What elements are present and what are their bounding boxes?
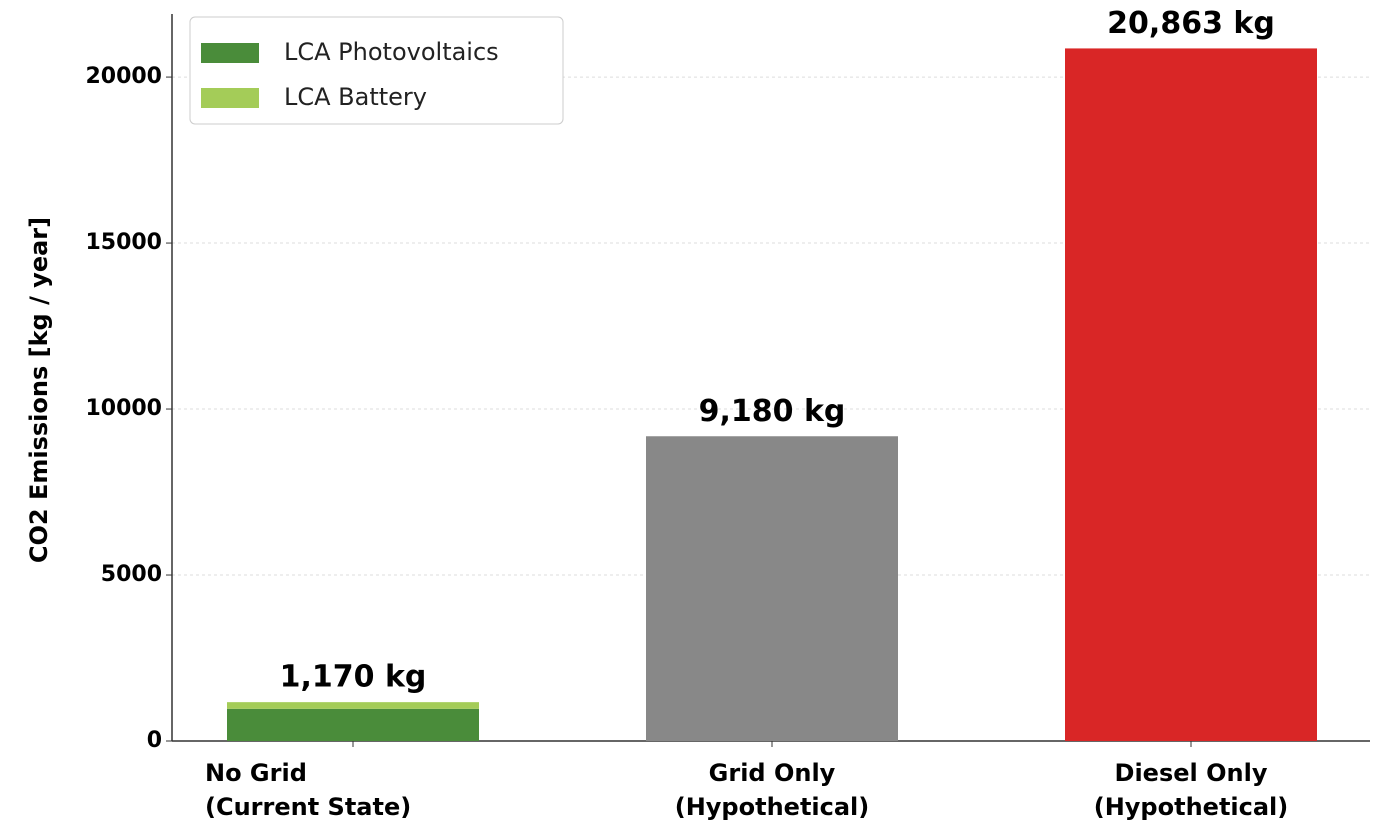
x-tick-label: Diesel Only (Hypothetical) [1094,759,1289,821]
value-label: 1,170 kg [280,660,427,695]
legend-label: LCA Photovoltaics [284,38,499,66]
y-tick-label: 5000 [101,562,162,587]
x-tick-label: Grid Only (Hypothetical) [675,759,870,821]
legend-box [189,16,564,125]
y-tick-label: 10000 [85,396,162,421]
y-axis-label: CO2 Emissions [kg / year] [25,217,53,563]
value-label: 20,863 kg [1107,6,1275,41]
y-tick-label: 15000 [85,230,162,255]
legend-label: LCA Battery [284,83,427,111]
legend-swatch [201,43,259,63]
bar-segment [227,708,479,741]
x-tick-label: No Grid (Current State) [205,759,411,821]
y-tick-label: 0 [147,728,162,753]
bar [1065,48,1317,741]
y-tick-label: 20000 [85,64,162,89]
value-label: 9,180 kg [699,394,846,429]
legend-swatch [201,88,259,108]
bar [646,436,898,741]
bar-segment [227,702,479,709]
